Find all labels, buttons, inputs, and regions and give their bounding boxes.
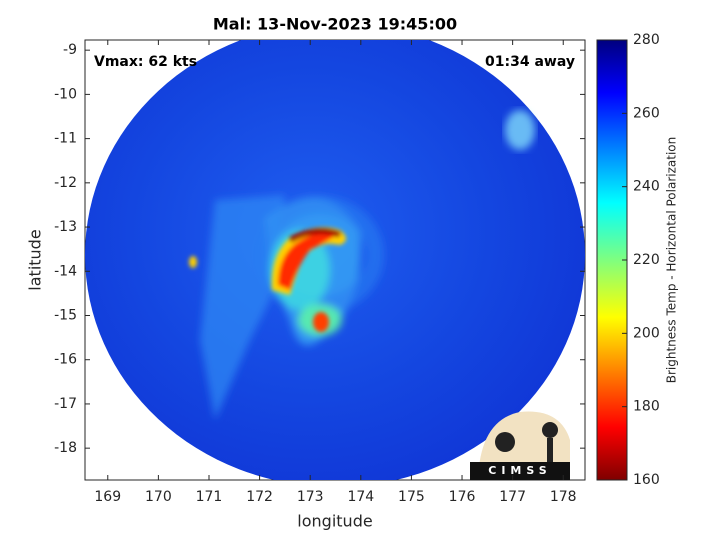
y-tick-label: -17 — [54, 396, 77, 412]
colorbar-tick-label: 220 — [633, 252, 660, 268]
x-tick-label: 171 — [196, 489, 223, 505]
y-tick-label: -10 — [54, 86, 77, 102]
y-tick-label: -11 — [54, 131, 77, 147]
colorbar-tick-label: 280 — [633, 32, 660, 48]
colorbar-tick-label: 180 — [633, 399, 660, 415]
y-tick-label: -16 — [54, 352, 77, 368]
y-tick-label: -9 — [63, 42, 77, 58]
annotation: 01:34 away — [485, 54, 575, 70]
colorbar-tick-label: 260 — [633, 105, 660, 121]
colorbar-label: Brightness Temp - Horizontal Polarizatio… — [665, 137, 679, 384]
title: Mal: 13-Nov-2023 19:45:00 — [213, 15, 457, 34]
x-tick-label: 172 — [246, 489, 273, 505]
x-tick-label: 177 — [499, 489, 526, 505]
x-tick-label: 176 — [449, 489, 476, 505]
y-tick-label: -12 — [54, 175, 77, 191]
x-tick-label: 173 — [297, 489, 324, 505]
annotation: Vmax: 62 kts — [94, 54, 197, 70]
y-tick-label: -15 — [54, 307, 77, 323]
x-tick-label: 169 — [94, 489, 121, 505]
colorbar-tick-label: 160 — [633, 472, 660, 488]
y-tick-label: -14 — [54, 263, 77, 279]
y-tick-label: -13 — [54, 219, 77, 235]
imagery — [85, 40, 585, 480]
y-axis-label: latitude — [26, 229, 45, 290]
x-tick-label: 174 — [347, 489, 374, 505]
x-tick-label: 178 — [550, 489, 577, 505]
colorbar-tick-label: 240 — [633, 179, 660, 195]
x-tick-label: 170 — [145, 489, 172, 505]
colorbar-tick-label: 200 — [633, 325, 660, 341]
cimss-logo: CIMSS — [470, 411, 570, 480]
x-axis-label: longitude — [297, 512, 372, 531]
x-tick-label: 175 — [398, 489, 425, 505]
y-tick-label: -18 — [54, 440, 77, 456]
logo-text: CIMSS — [488, 464, 551, 477]
